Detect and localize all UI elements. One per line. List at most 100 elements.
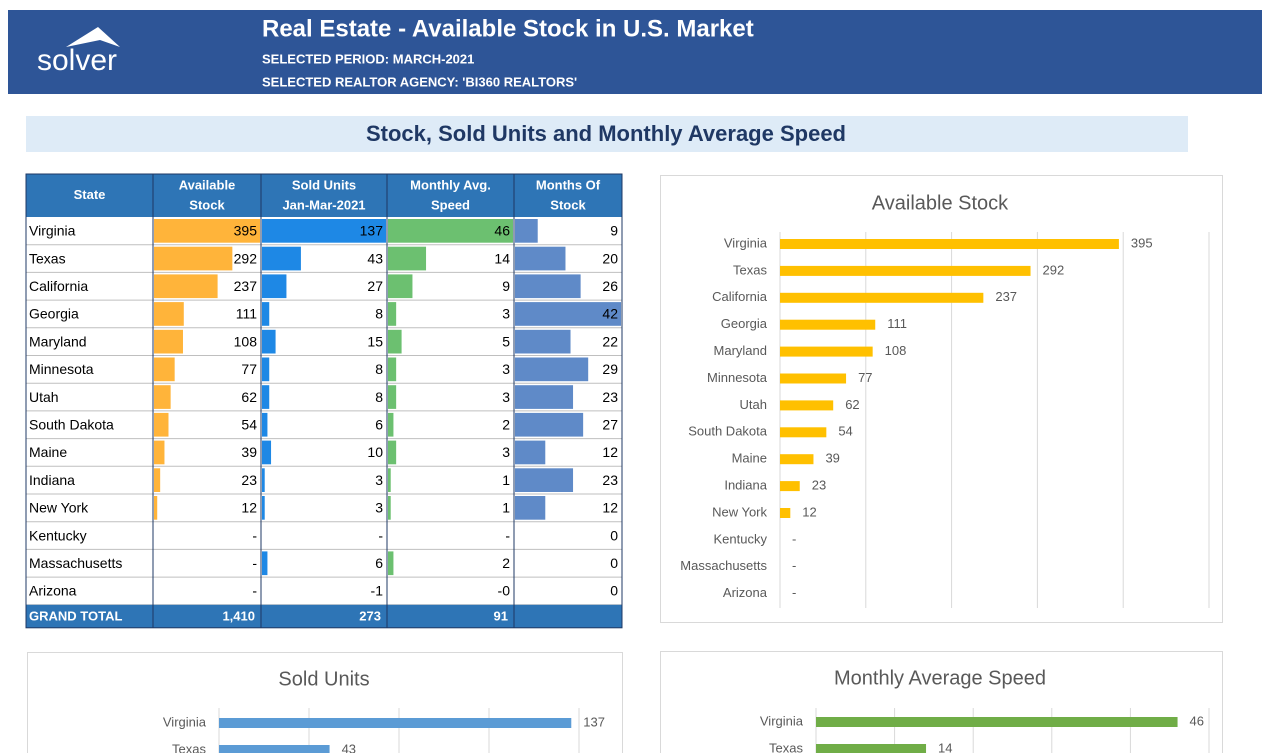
- data-bar: [515, 246, 566, 271]
- bar: [219, 745, 330, 753]
- data-bar: [154, 468, 161, 492]
- number-cell: 1: [502, 472, 510, 488]
- data-bar: [515, 385, 574, 409]
- number-cell: 292: [234, 250, 258, 266]
- number-cell: 39: [241, 444, 257, 460]
- number-cell: 3: [502, 306, 510, 322]
- bar: [780, 292, 984, 303]
- value-label: 12: [802, 504, 816, 519]
- value-label: 77: [858, 370, 872, 385]
- number-cell: 395: [234, 223, 258, 239]
- data-bar: [154, 385, 171, 409]
- category-label: Maryland: [714, 343, 767, 358]
- number-cell: 23: [241, 472, 257, 488]
- number-cell: 9: [502, 278, 510, 294]
- number-cell: 23: [602, 472, 618, 488]
- number-cell: -: [252, 527, 257, 543]
- data-bar: [388, 440, 397, 465]
- number-cell: 3: [502, 361, 510, 377]
- value-label: 395: [1131, 235, 1153, 250]
- data-bar: [388, 329, 402, 354]
- logo-text: solver: [37, 44, 117, 77]
- data-bar: [262, 357, 270, 382]
- data-bar: [262, 302, 270, 326]
- value-label: 46: [1190, 713, 1204, 728]
- category-label: Indiana: [724, 478, 767, 493]
- data-bar: [262, 551, 268, 576]
- value-label: 62: [845, 397, 859, 412]
- column-header: Jan-Mar-2021: [282, 197, 365, 212]
- total-row: [26, 604, 622, 628]
- value-label: 137: [583, 714, 605, 729]
- column-header: Available: [179, 177, 236, 192]
- data-bar: [515, 274, 581, 299]
- value-label: 54: [838, 424, 852, 439]
- header-period: SELECTED PERIOD: MARCH-2021: [262, 51, 474, 66]
- category-label: Massachusetts: [680, 558, 767, 573]
- state-cell: Maine: [29, 444, 67, 460]
- category-label: Maine: [732, 451, 767, 466]
- data-bar: [262, 329, 276, 354]
- bar: [780, 400, 834, 411]
- data-bar: [388, 385, 397, 409]
- data-bar: [154, 246, 233, 271]
- chart-title: Monthly Average Speed: [834, 667, 1046, 689]
- number-cell: 42: [602, 306, 618, 322]
- state-cell: Arizona: [29, 583, 77, 599]
- data-bar: [154, 329, 183, 354]
- total-cell: 1,410: [222, 609, 255, 624]
- state-cell: California: [29, 278, 88, 294]
- number-cell: 8: [375, 361, 383, 377]
- number-cell: 3: [375, 500, 383, 516]
- number-cell: 54: [241, 416, 257, 432]
- data-bar: [262, 468, 265, 492]
- data-bar: [388, 274, 413, 299]
- header-title: Real Estate - Available Stock in U.S. Ma…: [262, 15, 754, 42]
- number-cell: 5: [502, 333, 510, 349]
- number-cell: 3: [502, 389, 510, 405]
- category-label: Virginia: [724, 235, 768, 250]
- category-label: Arizona: [723, 585, 768, 600]
- section-band: [26, 116, 1188, 152]
- column-header: Months Of: [536, 177, 601, 192]
- table-header: [26, 174, 622, 217]
- column-header: Speed: [431, 197, 470, 212]
- bar: [780, 346, 873, 357]
- data-bar: [388, 219, 513, 243]
- total-cell: 91: [494, 609, 508, 624]
- total-cell: 273: [359, 609, 381, 624]
- header-bar: [8, 10, 1262, 94]
- category-label: Texas: [733, 262, 767, 277]
- number-cell: -: [252, 555, 257, 571]
- number-cell: 62: [241, 389, 257, 405]
- number-cell: 237: [234, 278, 258, 294]
- number-cell: 111: [236, 306, 257, 322]
- number-cell: 14: [494, 250, 510, 266]
- data-bar: [388, 302, 397, 326]
- value-label: 292: [1043, 262, 1065, 277]
- state-cell: Indiana: [29, 472, 75, 488]
- data-bar: [262, 219, 386, 243]
- data-bar: [515, 440, 546, 465]
- data-bar: [388, 468, 391, 492]
- value-label: 23: [812, 478, 826, 493]
- bar: [780, 265, 1031, 276]
- total-cell: GRAND TOTAL: [29, 609, 122, 624]
- chart-box: [660, 175, 1223, 623]
- state-cell: Virginia: [29, 223, 76, 239]
- number-cell: 23: [602, 389, 618, 405]
- number-cell: 77: [241, 361, 257, 377]
- number-cell: 137: [360, 223, 384, 239]
- data-bar: [388, 551, 394, 576]
- number-cell: 26: [602, 278, 618, 294]
- data-bar: [262, 440, 272, 465]
- state-cell: Georgia: [29, 306, 79, 322]
- state-cell: Maryland: [29, 333, 87, 349]
- number-cell: 46: [494, 223, 510, 239]
- number-cell: 108: [234, 333, 258, 349]
- data-bar: [515, 357, 589, 382]
- number-cell: -: [505, 527, 510, 543]
- data-bar: [262, 274, 287, 299]
- column-header: Stock: [189, 197, 225, 212]
